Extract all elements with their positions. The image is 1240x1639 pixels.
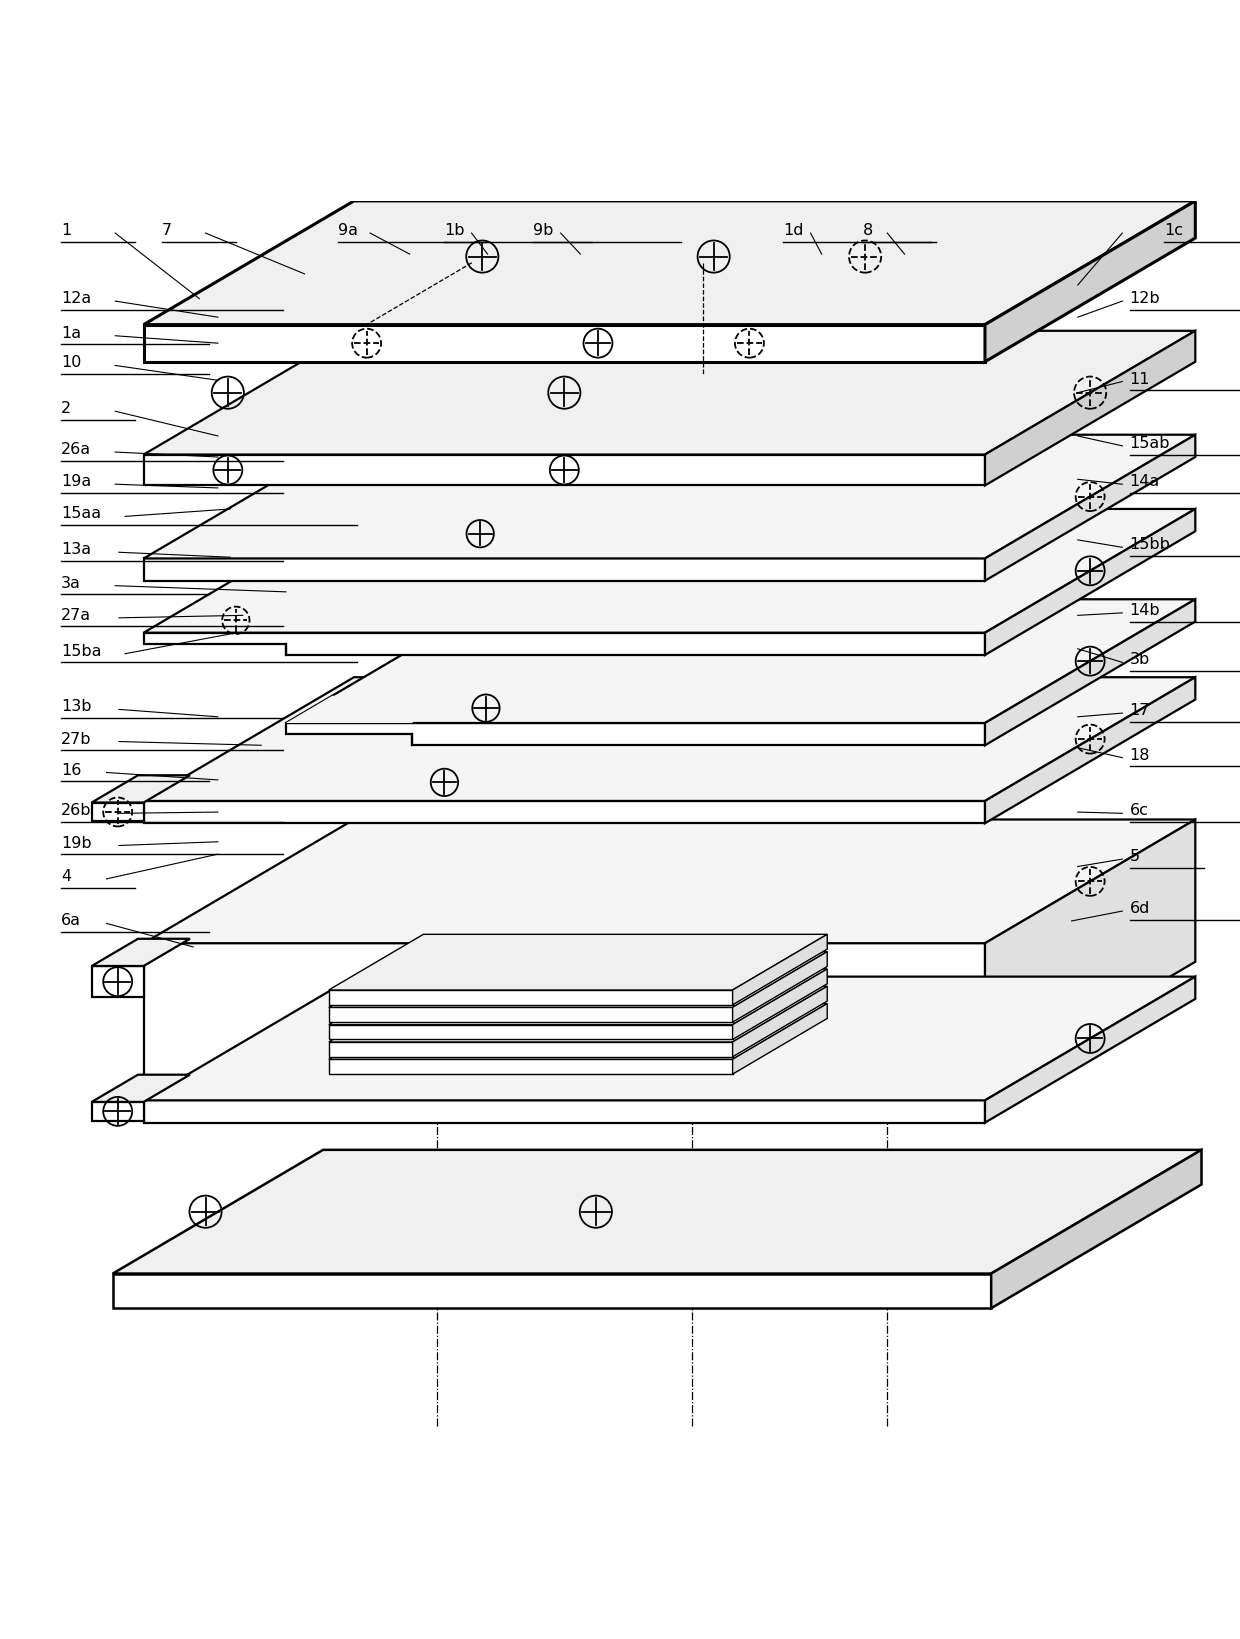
Text: 6d: 6d — [1130, 901, 1151, 916]
Polygon shape — [329, 987, 827, 1042]
Polygon shape — [144, 202, 1195, 325]
Text: 5: 5 — [1130, 849, 1140, 864]
Text: 4: 4 — [61, 869, 71, 883]
Polygon shape — [329, 969, 827, 1024]
Polygon shape — [92, 775, 190, 803]
Polygon shape — [144, 801, 985, 823]
Text: 14b: 14b — [1130, 603, 1161, 618]
Polygon shape — [329, 934, 827, 990]
Polygon shape — [329, 990, 733, 1005]
Polygon shape — [286, 600, 1195, 723]
Text: 27a: 27a — [61, 608, 91, 623]
Text: 12a: 12a — [61, 292, 91, 306]
Polygon shape — [733, 987, 827, 1057]
Text: 26a: 26a — [61, 443, 91, 457]
Polygon shape — [985, 600, 1195, 746]
Polygon shape — [144, 510, 1195, 633]
Polygon shape — [985, 434, 1195, 580]
Polygon shape — [144, 1100, 985, 1123]
Polygon shape — [92, 803, 144, 821]
Text: 15aa: 15aa — [61, 506, 100, 521]
Text: 6a: 6a — [61, 913, 81, 928]
Polygon shape — [144, 677, 1195, 801]
Polygon shape — [144, 331, 1195, 454]
Polygon shape — [113, 1151, 1202, 1274]
Text: 12b: 12b — [1130, 292, 1161, 306]
Text: 14a: 14a — [1130, 474, 1159, 488]
Polygon shape — [92, 1101, 144, 1121]
Polygon shape — [329, 1042, 733, 1057]
Polygon shape — [144, 942, 985, 1085]
Polygon shape — [144, 454, 985, 485]
Text: 17: 17 — [1130, 703, 1151, 718]
Text: 10: 10 — [61, 356, 81, 370]
Text: 11: 11 — [1130, 372, 1151, 387]
Text: 1a: 1a — [61, 326, 81, 341]
Polygon shape — [92, 1075, 190, 1101]
Text: 27b: 27b — [61, 731, 92, 747]
Text: 9a: 9a — [339, 223, 358, 238]
Text: 3b: 3b — [1130, 652, 1149, 667]
Text: 2: 2 — [61, 402, 71, 416]
Text: 26b: 26b — [61, 803, 92, 818]
Text: 1: 1 — [61, 223, 71, 238]
Polygon shape — [985, 510, 1195, 656]
Polygon shape — [144, 633, 985, 656]
Polygon shape — [733, 1003, 827, 1074]
Polygon shape — [329, 1008, 733, 1023]
Polygon shape — [329, 1024, 733, 1039]
Text: 15bb: 15bb — [1130, 538, 1171, 552]
Polygon shape — [733, 969, 827, 1039]
Text: 1c: 1c — [1164, 223, 1183, 238]
Text: 1d: 1d — [784, 223, 804, 238]
Text: 15ba: 15ba — [61, 644, 102, 659]
Text: 19b: 19b — [61, 836, 92, 851]
Text: 19a: 19a — [61, 474, 91, 488]
Polygon shape — [144, 559, 985, 580]
Polygon shape — [92, 965, 144, 997]
Text: 13a: 13a — [61, 543, 91, 557]
Polygon shape — [144, 820, 1195, 942]
Polygon shape — [92, 939, 190, 965]
Polygon shape — [329, 1059, 733, 1074]
Polygon shape — [733, 952, 827, 1023]
Polygon shape — [144, 977, 1195, 1100]
Polygon shape — [991, 1151, 1202, 1308]
Polygon shape — [733, 934, 827, 1005]
Text: 9b: 9b — [533, 223, 554, 238]
Text: 16: 16 — [61, 762, 81, 777]
Polygon shape — [144, 325, 985, 362]
Text: 15ab: 15ab — [1130, 436, 1171, 451]
Text: 1b: 1b — [444, 223, 465, 238]
Polygon shape — [329, 952, 827, 1008]
Text: 7: 7 — [162, 223, 172, 238]
Polygon shape — [113, 1274, 991, 1308]
Polygon shape — [286, 723, 985, 746]
Text: 13b: 13b — [61, 700, 92, 715]
Polygon shape — [286, 697, 458, 723]
Polygon shape — [144, 434, 1195, 559]
Polygon shape — [329, 1003, 827, 1059]
Polygon shape — [985, 331, 1195, 485]
Polygon shape — [985, 202, 1195, 362]
Text: 3a: 3a — [61, 575, 81, 590]
Polygon shape — [985, 820, 1195, 1085]
Text: 6c: 6c — [1130, 803, 1148, 818]
Polygon shape — [985, 977, 1195, 1123]
Polygon shape — [985, 677, 1195, 823]
Text: 18: 18 — [1130, 747, 1151, 762]
Text: 8: 8 — [863, 223, 873, 238]
